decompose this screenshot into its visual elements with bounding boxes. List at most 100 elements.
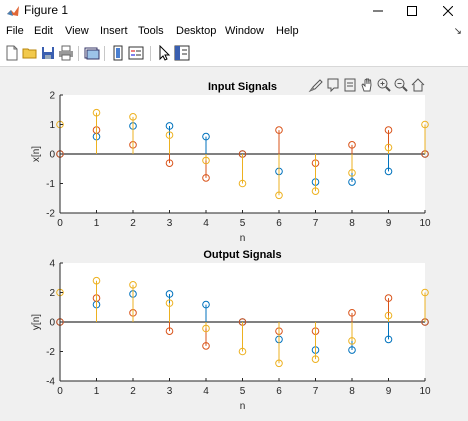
window-title: Figure 1 xyxy=(24,3,69,17)
insert-colorbar-icon[interactable] xyxy=(110,45,126,61)
stem-marker xyxy=(275,359,283,368)
x-tick-label: 6 xyxy=(276,386,282,397)
x-tick-label: 0 xyxy=(57,386,63,397)
stem-marker xyxy=(421,120,429,129)
y-axis-label: y[n] xyxy=(31,314,42,330)
y-tick-label: -2 xyxy=(46,347,55,358)
print-icon[interactable] xyxy=(58,45,74,61)
x-tick-label: 4 xyxy=(203,386,209,397)
data-tips-icon[interactable] xyxy=(325,77,341,93)
menu-insert[interactable]: Insert xyxy=(100,25,128,37)
stem-marker xyxy=(348,309,356,317)
x-tick-label: 4 xyxy=(203,218,209,229)
stem-marker xyxy=(165,122,174,130)
zoom-out-icon[interactable] xyxy=(393,77,409,93)
output-signals-axes: 0 1 2 3 4 5 6 7 8 9 10 -4 -2 0 2 4 Output Signals n y[n] xyxy=(31,249,431,412)
stem-marker xyxy=(384,335,393,344)
property-inspector-icon[interactable] xyxy=(174,45,190,61)
x-tick-label: 7 xyxy=(313,218,319,229)
y-axis-label: x[n] xyxy=(31,146,42,162)
figure-toolbar xyxy=(0,42,468,67)
stem-marker xyxy=(202,132,210,141)
stem-marker xyxy=(348,141,356,149)
stem-marker xyxy=(384,126,393,134)
rotate-icon[interactable] xyxy=(342,77,358,93)
x-tick-label: 3 xyxy=(167,386,173,397)
stem-marker xyxy=(129,113,137,121)
stem-marker xyxy=(202,342,210,350)
y-tick-label: -2 xyxy=(46,209,55,220)
close-button[interactable] xyxy=(430,0,466,22)
stem-marker xyxy=(275,191,283,200)
menu-help[interactable]: Help xyxy=(276,25,299,37)
brush-icon[interactable] xyxy=(308,77,324,93)
stem-marker xyxy=(129,281,137,289)
minimize-button[interactable] xyxy=(360,0,396,22)
menu-edit[interactable]: Edit xyxy=(34,25,53,37)
stem-marker xyxy=(384,311,393,320)
stem-marker xyxy=(421,288,429,297)
stem-marker xyxy=(165,299,174,307)
x-tick-label: 2 xyxy=(130,218,136,229)
axes-toolbar xyxy=(308,77,428,95)
menu-tools[interactable]: Tools xyxy=(138,25,164,37)
x-tick-label: 9 xyxy=(386,386,392,397)
y-tick-label: 2 xyxy=(49,91,55,102)
stem-marker xyxy=(165,131,174,139)
stem-marker xyxy=(238,179,247,188)
stem-marker xyxy=(165,327,174,335)
menu-view[interactable]: View xyxy=(65,25,89,37)
stem-marker xyxy=(238,347,247,356)
x-tick-label: 5 xyxy=(240,218,246,229)
chart-title: Input Signals xyxy=(208,81,277,93)
stem-marker xyxy=(92,276,101,285)
series-3 xyxy=(56,276,429,368)
x-tick-label: 3 xyxy=(167,218,173,229)
title-bar: Figure 1 xyxy=(0,0,468,22)
x-tick-label: 8 xyxy=(349,386,355,397)
maximize-icon xyxy=(407,6,417,16)
y-tick-label: -1 xyxy=(46,179,55,190)
figure-canvas[interactable]: 0 1 2 3 4 5 6 7 8 9 10 -2 -1 0 1 2 Input Signals n x[n] 0 1 2… xyxy=(0,66,468,421)
stem-marker xyxy=(165,159,174,167)
stem-marker xyxy=(311,355,320,363)
link-plot-icon[interactable] xyxy=(84,45,100,61)
x-tick-label: 5 xyxy=(240,386,246,397)
stem-marker xyxy=(384,294,393,302)
menu-file[interactable]: File xyxy=(6,25,24,37)
stem-marker xyxy=(202,156,210,165)
new-figure-icon[interactable] xyxy=(4,45,20,61)
minimize-icon xyxy=(373,10,383,12)
stem-marker xyxy=(202,174,210,182)
menu-desktop[interactable]: Desktop xyxy=(176,25,217,37)
x-tick-label: 0 xyxy=(57,218,63,229)
x-tick-label: 10 xyxy=(419,218,431,229)
pan-icon[interactable] xyxy=(359,77,375,93)
stem-marker xyxy=(311,187,320,195)
dock-arrow-icon[interactable]: ↘ xyxy=(453,26,462,37)
stem-marker xyxy=(348,337,356,345)
x-tick-label: 10 xyxy=(419,386,431,397)
edit-plot-icon[interactable] xyxy=(156,45,172,61)
maximize-button[interactable] xyxy=(394,0,430,22)
save-icon[interactable] xyxy=(40,45,56,61)
x-tick-label: 7 xyxy=(313,386,319,397)
y-tick-label: 2 xyxy=(49,288,55,299)
matlab-icon xyxy=(7,6,19,16)
stem-marker xyxy=(202,324,210,333)
stem-marker xyxy=(348,178,356,186)
toolbar-separator xyxy=(104,46,105,61)
x-tick-label: 1 xyxy=(94,218,100,229)
insert-legend-icon[interactable] xyxy=(128,45,144,61)
menu-bar: File Edit View Insert Tools Desktop Wind… xyxy=(0,22,468,42)
home-icon[interactable] xyxy=(410,77,426,93)
stem-marker xyxy=(348,346,356,354)
zoom-in-icon[interactable] xyxy=(376,77,392,93)
open-file-icon[interactable] xyxy=(22,45,38,61)
y-tick-label: 0 xyxy=(49,150,55,161)
menu-window[interactable]: Window xyxy=(225,25,265,37)
x-axis-label: n xyxy=(240,401,246,412)
y-tick-label: -4 xyxy=(46,377,55,388)
x-tick-label: 9 xyxy=(386,218,392,229)
y-tick-label: 4 xyxy=(49,259,55,270)
